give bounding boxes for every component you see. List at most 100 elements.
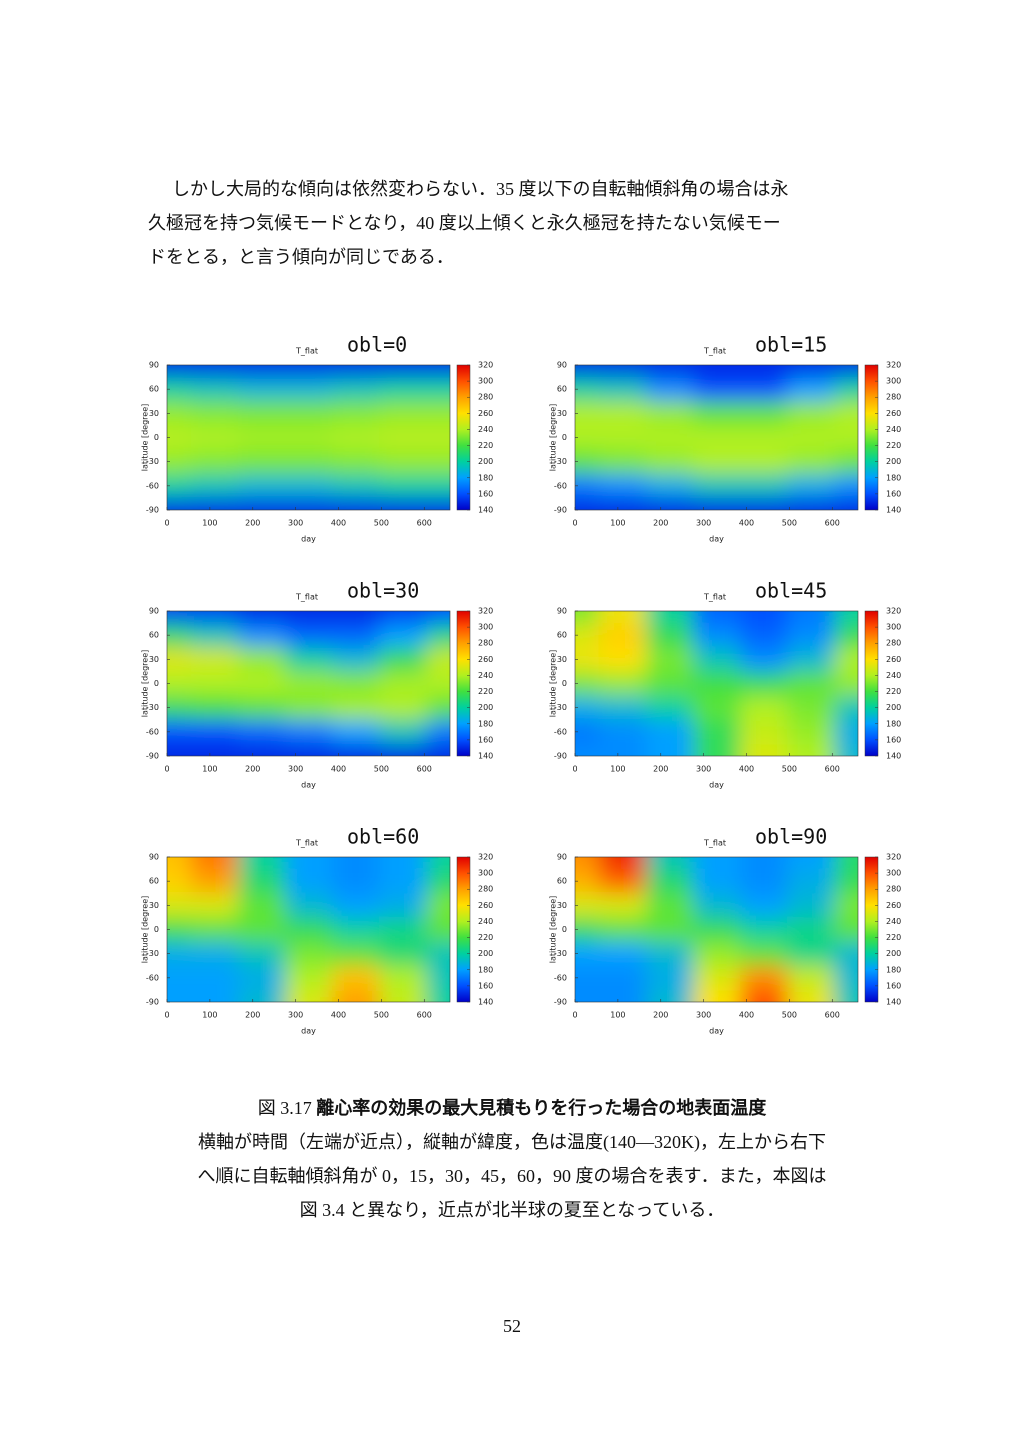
heat-cell xyxy=(787,743,835,756)
heat-cell xyxy=(575,743,600,756)
x-axis-label: day xyxy=(709,535,724,544)
colorbar-tick-label: 180 xyxy=(886,965,901,974)
heat-cell xyxy=(787,497,835,510)
heat-cell xyxy=(284,917,333,943)
colorbar-tick-label: 260 xyxy=(478,655,493,664)
colorbar-tick-label: 220 xyxy=(478,687,493,696)
y-tick-label: 60 xyxy=(149,631,159,640)
colorbar-tick-label: 320 xyxy=(886,361,901,370)
heat-cell xyxy=(379,497,427,510)
x-tick-label: 200 xyxy=(653,519,668,528)
heat-cell xyxy=(598,497,647,510)
y-tick-label: -60 xyxy=(554,973,567,982)
colorbar-tick-label: 160 xyxy=(478,489,493,498)
caption-line: 図 3.4 と異なり，近点が北半球の夏至となっている． xyxy=(299,1200,725,1220)
heat-cell xyxy=(426,425,450,451)
heat-cell xyxy=(167,857,192,870)
colorbar-tick-label: 140 xyxy=(886,506,901,515)
colorbar-tick-label: 300 xyxy=(886,623,901,632)
chart-title: obl=60 xyxy=(347,825,419,849)
heat-cell xyxy=(426,893,450,918)
heat-cell xyxy=(740,743,788,756)
heat-cell xyxy=(426,719,450,745)
x-axis-label: day xyxy=(709,781,724,790)
heat-cell xyxy=(190,719,239,745)
heat-cell xyxy=(645,647,694,672)
colorbar-tick-label: 300 xyxy=(886,377,901,386)
heat-cell xyxy=(379,743,427,756)
heat-cell xyxy=(426,647,450,672)
heat-cell xyxy=(332,857,380,870)
colorbar-tick-label: 180 xyxy=(478,719,493,728)
heat-cell xyxy=(575,869,600,894)
heat-cell xyxy=(190,497,239,510)
colorbar xyxy=(864,364,879,511)
heat-cell xyxy=(787,365,835,378)
heat-cell xyxy=(426,917,450,943)
heat-cell xyxy=(237,743,286,756)
heat-cell xyxy=(834,893,858,918)
heat-cell xyxy=(575,365,600,378)
colorbar-tick-label: 260 xyxy=(886,655,901,664)
heat-cell xyxy=(167,497,192,510)
heat-cell xyxy=(740,425,788,451)
colorbar-tick-label: 160 xyxy=(886,735,901,744)
plot-area xyxy=(167,857,450,1002)
heat-cell xyxy=(834,671,858,697)
x-tick-label: 300 xyxy=(288,519,303,528)
heat-cell xyxy=(379,695,427,721)
x-tick-label: 0 xyxy=(572,765,577,774)
heat-cell xyxy=(379,473,427,499)
heat-cell xyxy=(692,611,741,624)
heat-cell xyxy=(575,893,600,918)
y-tick-label: 60 xyxy=(149,385,159,394)
heat-cell xyxy=(426,941,450,967)
y-tick-label: -30 xyxy=(146,949,159,958)
heat-cell xyxy=(332,377,380,402)
heat-cell xyxy=(645,857,694,870)
heat-cell xyxy=(692,497,741,510)
heat-cell xyxy=(284,893,333,918)
heat-cell xyxy=(645,377,694,402)
x-tick-label: 400 xyxy=(739,1011,754,1020)
colorbar-tick-label: 240 xyxy=(886,917,901,926)
heat-cell xyxy=(167,401,192,426)
heat-field xyxy=(167,857,450,1002)
heat-cell xyxy=(787,917,835,943)
colorbar-tick-label: 220 xyxy=(478,441,493,450)
heat-cell xyxy=(692,623,741,648)
heat-cell xyxy=(426,869,450,894)
colorbar-tick-label: 200 xyxy=(886,703,901,712)
heat-cell xyxy=(692,917,741,943)
colorbar-tick-label: 220 xyxy=(886,687,901,696)
y-tick-label: 0 xyxy=(154,433,159,442)
colorbar xyxy=(456,856,471,1003)
heat-cell xyxy=(379,425,427,451)
heat-cell xyxy=(190,611,239,624)
y-axis-label: latitude [degree] xyxy=(549,404,558,472)
heat-cell xyxy=(645,989,694,1002)
heat-cell xyxy=(190,425,239,451)
y-tick-label: 0 xyxy=(562,679,567,688)
chart-subtitle: T_flat xyxy=(703,347,726,356)
heat-cell xyxy=(167,965,192,991)
heat-cell xyxy=(645,425,694,451)
heat-cell xyxy=(692,989,741,1002)
heat-cell xyxy=(692,401,741,426)
heat-cell xyxy=(284,623,333,648)
y-tick-label: -90 xyxy=(146,506,159,515)
colorbar-tick-label: 240 xyxy=(478,671,493,680)
heat-cell xyxy=(379,917,427,943)
heat-cell xyxy=(190,647,239,672)
x-tick-label: 0 xyxy=(572,519,577,528)
heat-cell xyxy=(190,965,239,991)
heat-cell xyxy=(740,989,788,1002)
heat-cell xyxy=(692,941,741,967)
x-tick-label: 100 xyxy=(610,1011,625,1020)
heat-cell xyxy=(834,425,858,451)
heat-cell xyxy=(598,893,647,918)
heat-cell xyxy=(237,623,286,648)
colorbar-tick-label: 280 xyxy=(886,639,901,648)
y-tick-label: 90 xyxy=(557,607,567,616)
